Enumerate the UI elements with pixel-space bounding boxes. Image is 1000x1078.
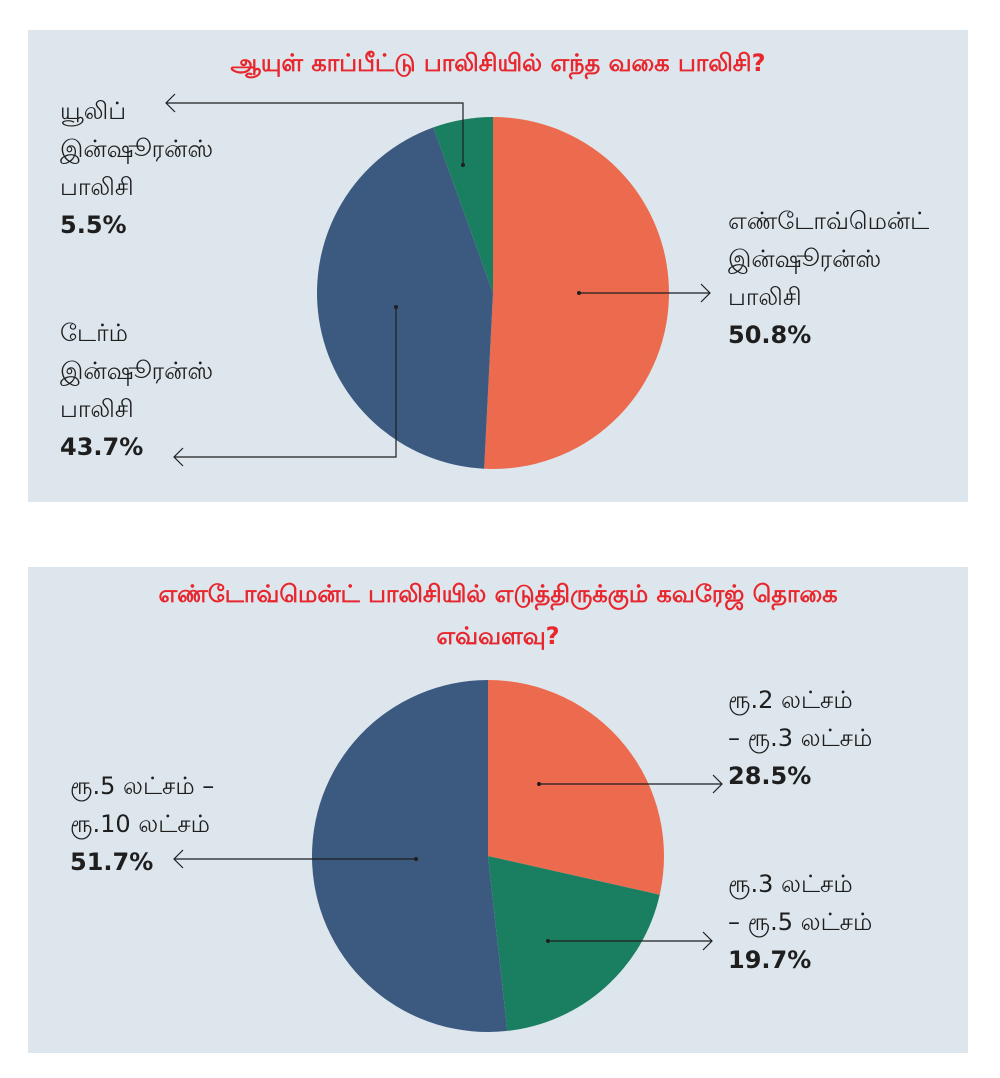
pie-slice-3-5-lakh [488,856,660,1031]
slice-value-label: 28.5% [728,762,812,790]
slice-value-label: 43.7% [60,433,144,461]
slice-5-10-lakh-anchor-dot [414,857,418,861]
slice-2-3-lakh-arrowhead [712,774,723,794]
slice-label-line: ரூ.5 லட்சம் – [70,772,215,800]
slice-2-3-lakh-anchor-dot [537,782,541,786]
slice-label-endowment: எண்டோவ்மென்ட் இன்ஷூரன்ஸ் பாலிசி 50.8% [728,202,929,354]
slice-label-line: இன்ஷூரன்ஸ் [60,135,214,163]
slice-value-label: 50.8% [728,321,812,349]
slice-value-label: 5.5% [60,211,127,239]
slice-label-line: பாலிசி [60,395,134,423]
slice-label-ulip: யூலிப் இன்ஷூரன்ஸ் பாலிசி 5.5% [60,92,213,244]
pie-slice-endowment [484,117,669,469]
ulip-anchor-dot [461,163,465,167]
ulip-arrowhead [165,93,176,113]
term-anchor-dot [394,305,398,309]
chart-panel-coverage-amount: எண்டோவ்மென்ட் பாலிசியில் எடுத்திருக்கும்… [28,567,968,1053]
slice-3-5-lakh-arrowhead [702,931,713,951]
slice-label-3-5-lakh: ரூ.3 லட்சம் – ரூ.5 லட்சம் 19.7% [728,865,872,979]
slice-label-line: – ரூ.5 லட்சம் [728,908,873,936]
pie-slice-term [316,127,493,469]
chart-panel-policy-type: ஆயுள் காப்பீட்டு பாலிசியில் எந்த வகை பால… [28,30,968,502]
term-arrowhead [173,447,184,467]
slice-label-line: – ரூ.3 லட்சம் [728,724,873,752]
endowment-arrowhead [700,283,711,303]
slice-3-5-lakh-anchor-dot [546,939,550,943]
endowment-anchor-dot [577,291,581,295]
slice-label-line: இன்ஷூரன்ஸ் [728,245,882,273]
pie-chart-coverage-amount [173,680,723,1032]
chart-title-line-1: எண்டோவ்மென்ட் பாலிசியில் எடுத்திருக்கும்… [158,580,838,608]
pie-slice-2-3-lakh [488,680,665,895]
chart-title-line-2: எவ்வளவு? [436,622,560,650]
slice-label-line: இன்ஷூரன்ஸ் [60,357,214,385]
slice-label-term: டேர்ம் இன்ஷூரன்ஸ் பாலிசி 43.7% [60,314,213,466]
slice-value-label: 19.7% [728,946,812,974]
slice-label-line: பாலிசி [60,173,134,201]
slice-label-line: ரூ.10 லட்சம் [70,810,210,838]
pie-slice-5-10-lakh [312,680,508,1032]
ulip-leader-line [166,102,464,165]
pie-slice-ulip [433,117,493,293]
pie-chart-policy-type [165,93,711,469]
slice-5-10-lakh-arrowhead [173,849,184,869]
slice-label-line: பாலிசி [728,283,802,311]
slice-label-2-3-lakh: ரூ.2 லட்சம் – ரூ.3 லட்சம் 28.5% [728,681,872,795]
slice-label-line: டேர்ம் [60,319,128,347]
chart-title: ஆயுள் காப்பீட்டு பாலிசியில் எந்த வகை பால… [230,49,766,77]
slice-label-line: யூலிப் [60,97,127,125]
slice-label-line: எண்டோவ்மென்ட் [728,207,930,235]
slice-label-line: ரூ.2 லட்சம் [728,686,853,714]
slice-label-line: ரூ.3 லட்சம் [728,870,853,898]
term-leader-line [174,307,397,458]
slice-value-label: 51.7% [70,848,154,876]
slice-label-5-10-lakh: ரூ.5 லட்சம் – ரூ.10 லட்சம் 51.7% [70,767,214,881]
